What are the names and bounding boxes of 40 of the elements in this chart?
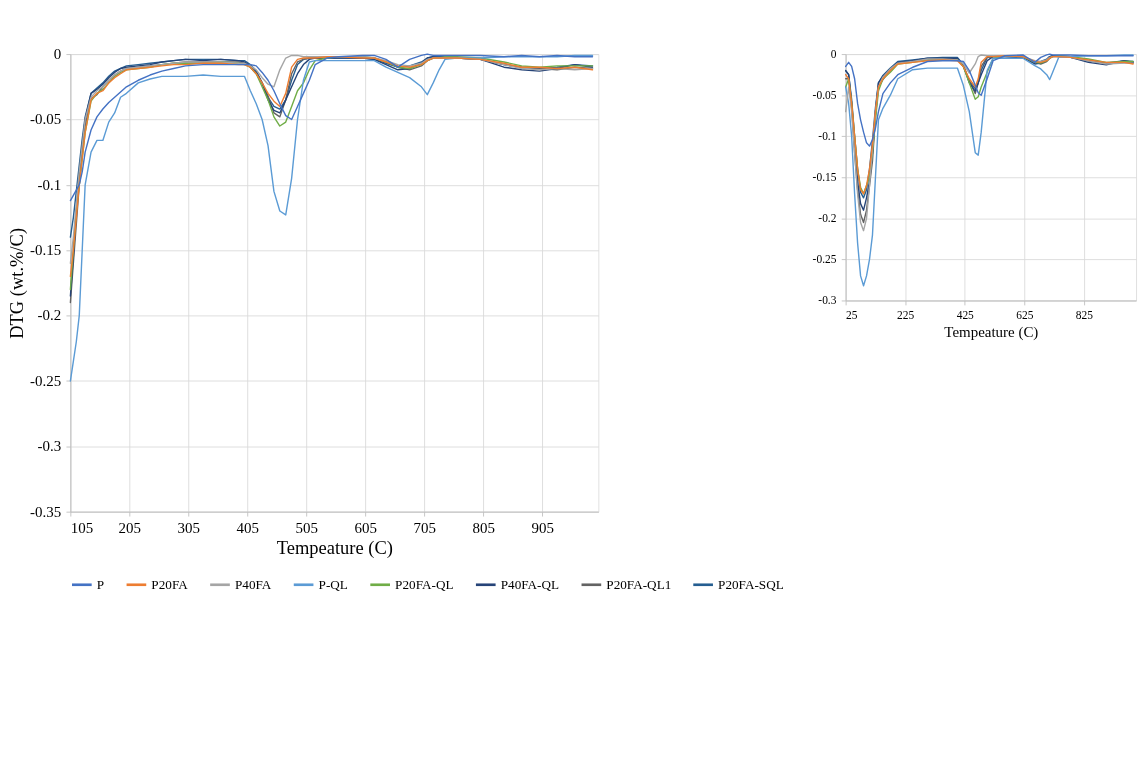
x-tick-label: 825: [1075, 309, 1094, 322]
x-tick-label: 805: [472, 520, 496, 537]
y-tick-label: -0.1: [818, 130, 837, 143]
legend-label: P40FA: [234, 577, 272, 593]
x-tick-label: 705: [413, 520, 437, 537]
x-tick-label: 505: [295, 520, 319, 537]
x-axis-title: Tempeature (C): [276, 538, 393, 560]
legend-label: P20FA-QL1: [606, 577, 672, 593]
y-tick-label: -0.05: [812, 89, 837, 102]
y-tick-label: -0.25: [30, 372, 62, 389]
y-tick-label: 0: [830, 48, 837, 61]
x-tick-label: 625: [1016, 309, 1034, 322]
x-tick-label: 105: [70, 520, 94, 537]
legend-label: P20FA-SQL: [718, 577, 784, 593]
legend-label: P20FA-QL: [395, 577, 454, 593]
y-tick-label: 0: [53, 45, 62, 62]
legend-label: P20FA: [151, 577, 189, 593]
legend-label: P40FA-QL: [500, 577, 560, 593]
x-axis-title: Tempeature (C): [944, 324, 1039, 342]
y-tick-label: -0.05: [30, 111, 62, 128]
y-tick-label: -0.35: [30, 503, 62, 520]
x-tick-label: 905: [531, 520, 555, 537]
x-tick-label: 605: [354, 520, 378, 537]
legend-label: P-QL: [318, 577, 348, 593]
y-tick-label: -0.1: [37, 176, 62, 193]
y-tick-label: -0.3: [37, 438, 62, 455]
y-axis-title: DTG (wt.%/C): [6, 227, 28, 339]
y-tick-label: -0.3: [818, 294, 837, 307]
x-tick-label: 225: [897, 309, 915, 322]
y-tick-label: -0.2: [818, 212, 837, 225]
x-tick-label: 305: [177, 520, 201, 537]
legend-label: P: [96, 577, 105, 593]
x-tick-label: 425: [956, 309, 975, 322]
y-tick-label: -0.2: [37, 307, 62, 324]
y-tick-label: -0.25: [812, 253, 837, 266]
y-tick-label: -0.15: [812, 171, 837, 184]
x-tick-label: 25: [846, 309, 858, 322]
y-tick-label: -0.15: [30, 242, 62, 259]
x-tick-label: 405: [236, 520, 260, 537]
x-tick-label: 205: [118, 520, 142, 537]
